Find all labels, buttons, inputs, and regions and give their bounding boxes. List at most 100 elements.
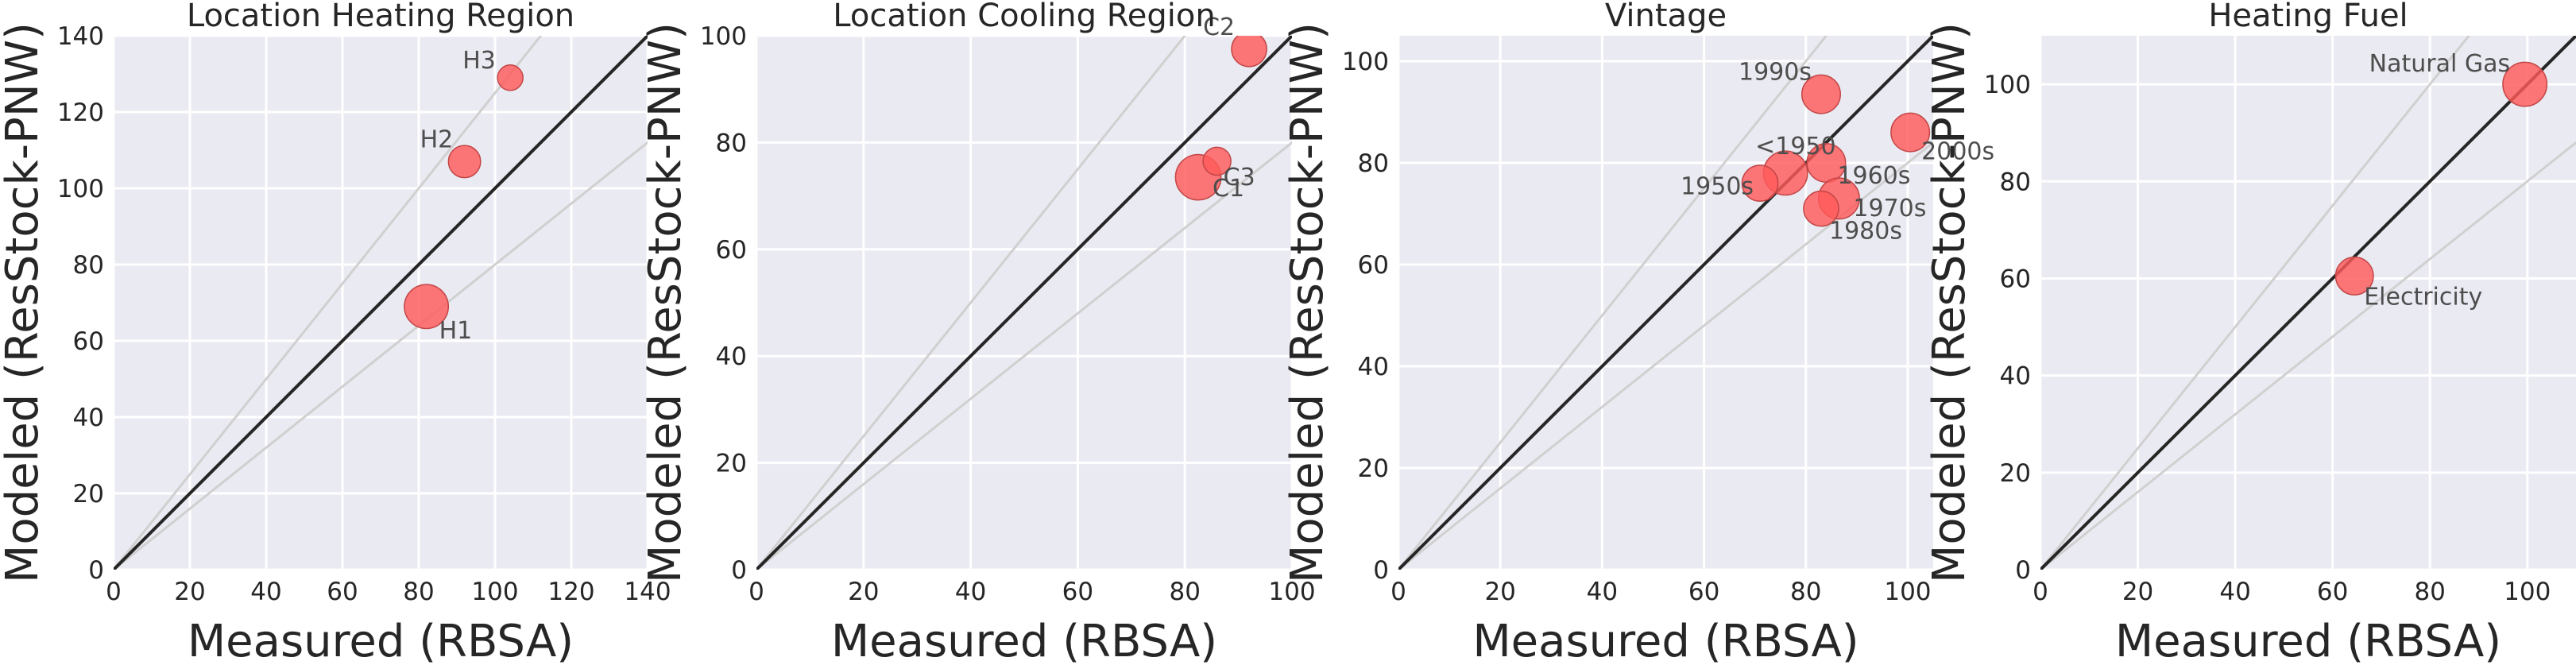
x-tick-label: 20 bbox=[1484, 578, 1515, 606]
x-tick-label: 0 bbox=[1390, 578, 1406, 606]
point-label: C1 bbox=[1213, 175, 1244, 203]
chart-panel-1: H1 H2 H3 0 20 40 60 80 100 120 140 0 20 40 60 80 100 120 1… bbox=[0, 0, 671, 665]
reference-line-lower bbox=[756, 141, 1292, 570]
x-tick-label: 100 bbox=[1268, 578, 1315, 606]
chart-title: Location Heating Region bbox=[187, 0, 574, 34]
reference-line-lower bbox=[114, 141, 648, 570]
data-point bbox=[1800, 74, 1842, 114]
chart-panel-2: C1 C2 C3 0 20 40 60 80 100 0 20 40 60 80 100 Location C… bbox=[640, 0, 1316, 665]
y-tick-label: 0 bbox=[1373, 556, 1389, 585]
y-tick-label: 80 bbox=[73, 251, 104, 280]
x-tick-label: 140 bbox=[624, 578, 671, 606]
point-label: H3 bbox=[462, 47, 496, 75]
y-tick-label: 60 bbox=[73, 327, 104, 356]
y-tick-label: 100 bbox=[1984, 71, 2031, 99]
y-axis-label: Modeled (ResStock-PNW) bbox=[640, 22, 691, 583]
y-tick-label: 100 bbox=[1342, 48, 1389, 76]
y-tick-label: 20 bbox=[1358, 454, 1389, 483]
y-tick-label: 60 bbox=[1358, 251, 1389, 280]
x-tick-label: 100 bbox=[471, 578, 518, 606]
y-tick-label: 140 bbox=[57, 22, 104, 51]
y-tick-label: 80 bbox=[2000, 168, 2031, 196]
y-tick-label: 100 bbox=[57, 175, 104, 203]
reference-line-upper bbox=[756, 36, 1187, 570]
point-label: 1970s bbox=[1853, 195, 1926, 222]
x-tick-label: 0 bbox=[106, 578, 122, 606]
x-tick-label: 0 bbox=[748, 578, 764, 606]
point-label: H1 bbox=[439, 317, 473, 345]
data-point bbox=[1890, 112, 1931, 153]
y-tick-label: 120 bbox=[57, 99, 104, 127]
y-tick-label: 60 bbox=[716, 236, 747, 265]
y-tick-label: 60 bbox=[2000, 265, 2031, 293]
y-tick-label: 0 bbox=[731, 556, 747, 585]
x-axis-label: Measured (RBSA) bbox=[831, 616, 1217, 665]
y-tick-label: 0 bbox=[2015, 556, 2031, 585]
y-tick-label: 20 bbox=[2000, 459, 2031, 488]
y-tick-label: 20 bbox=[73, 480, 104, 508]
x-tick-label: 80 bbox=[1169, 578, 1200, 606]
x-tick-label: 80 bbox=[2414, 578, 2445, 606]
point-label: 1960s bbox=[1837, 162, 1910, 190]
chart-panel-4: Natural Gas Electricity 0 20 40 60 80 100 0 20 40 6… bbox=[1924, 0, 2576, 665]
point-label: 1990s bbox=[1739, 59, 1812, 87]
x-tick-label: 60 bbox=[2317, 578, 2348, 606]
data-point bbox=[404, 284, 450, 330]
x-tick-label: 80 bbox=[403, 578, 434, 606]
point-label: 2000s bbox=[1921, 138, 1994, 166]
identity-line bbox=[756, 36, 1292, 570]
y-tick-label: 0 bbox=[88, 556, 104, 585]
point-label: <1950 bbox=[1755, 133, 1835, 160]
x-tick-label: 40 bbox=[2219, 578, 2250, 606]
data-point bbox=[447, 145, 482, 179]
identity-line bbox=[2040, 36, 2576, 570]
point-label: 1980s bbox=[1829, 218, 1902, 246]
x-tick-label: 60 bbox=[1688, 578, 1719, 606]
x-tick-label: 40 bbox=[250, 578, 281, 606]
point-label: Electricity bbox=[2364, 283, 2482, 311]
y-axis-label: Modeled (ResStock-PNW) bbox=[1282, 22, 1333, 583]
x-tick-label: 20 bbox=[174, 578, 205, 606]
reference-line-upper bbox=[2040, 36, 2471, 570]
chart-title: Heating Fuel bbox=[2208, 0, 2408, 34]
y-tick-label: 40 bbox=[1358, 353, 1389, 381]
x-tick-label: 20 bbox=[848, 578, 879, 606]
data-point bbox=[497, 64, 524, 91]
point-label: C3 bbox=[1224, 164, 1255, 191]
data-point bbox=[1202, 146, 1232, 176]
point-label: Natural Gas bbox=[2369, 50, 2510, 78]
x-tick-label: 40 bbox=[955, 578, 986, 606]
data-point bbox=[2502, 61, 2548, 107]
y-axis-label: Modeled (ResStock-PNW) bbox=[1924, 22, 1975, 583]
y-tick-label: 100 bbox=[700, 22, 747, 51]
point-label: H2 bbox=[420, 126, 454, 153]
y-tick-label: 40 bbox=[2000, 362, 2031, 391]
x-axis-label: Measured (RBSA) bbox=[188, 616, 574, 665]
x-axis-label: Measured (RBSA) bbox=[1472, 616, 1859, 665]
y-tick-label: 20 bbox=[716, 450, 747, 478]
y-tick-label: 40 bbox=[73, 404, 104, 432]
y-tick-label: 40 bbox=[716, 342, 747, 371]
data-point bbox=[2334, 256, 2374, 296]
reference-line-upper bbox=[1398, 36, 1828, 570]
data-point bbox=[1231, 36, 1267, 68]
point-label: 1950s bbox=[1681, 173, 1754, 201]
data-point bbox=[1803, 190, 1839, 227]
x-tick-label: 20 bbox=[2122, 578, 2153, 606]
y-tick-label: 80 bbox=[716, 129, 747, 157]
x-tick-label: 100 bbox=[1884, 578, 1931, 606]
x-tick-label: 80 bbox=[1790, 578, 1821, 606]
data-point bbox=[1741, 164, 1779, 202]
x-tick-label: 120 bbox=[547, 578, 594, 606]
x-tick-label: 60 bbox=[327, 578, 358, 606]
x-tick-label: 0 bbox=[2033, 578, 2048, 606]
reference-line-lower bbox=[2040, 141, 2576, 570]
x-tick-label: 40 bbox=[1587, 578, 1618, 606]
point-label: C2 bbox=[1203, 14, 1235, 41]
reference-line-lower bbox=[1398, 141, 1933, 570]
chart-title: Vintage bbox=[1605, 0, 1727, 34]
x-axis-label: Measured (RBSA) bbox=[2115, 616, 2501, 665]
identity-line bbox=[114, 36, 648, 570]
y-axis-label: Modeled (ResStock-PNW) bbox=[0, 22, 48, 583]
